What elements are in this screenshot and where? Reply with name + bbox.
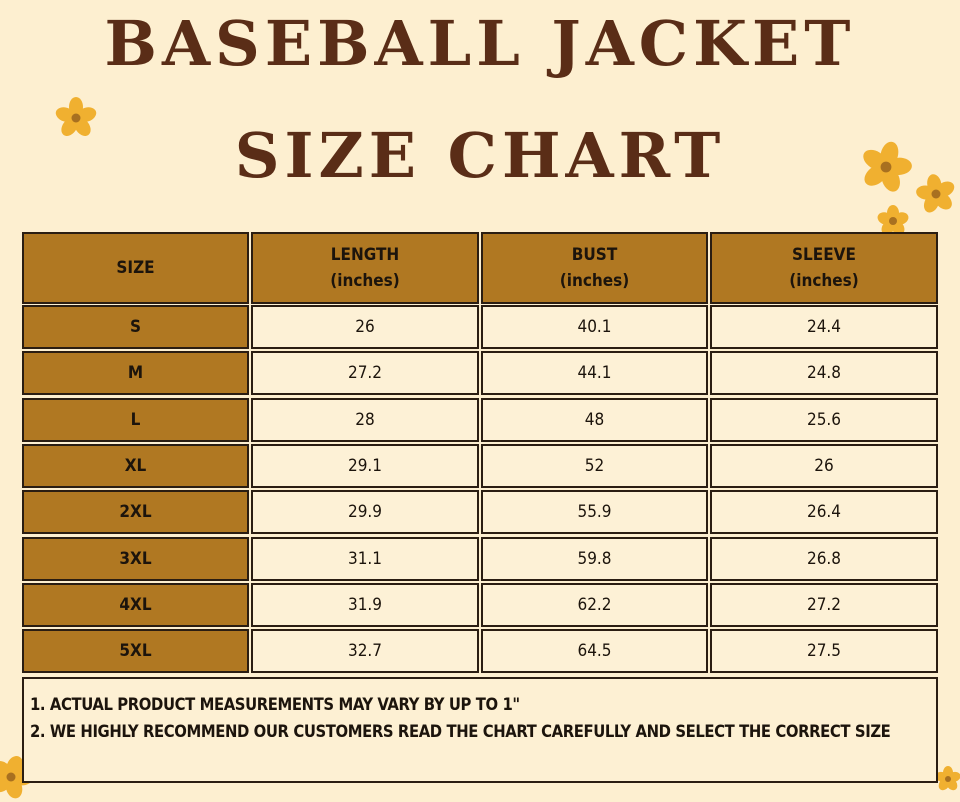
sleeve-cell: 24.8	[710, 351, 938, 395]
column-header-unit: (inches)	[330, 271, 400, 291]
size-label-cell: M	[22, 351, 249, 395]
length-cell: 27.2	[251, 351, 479, 395]
sleeve-cell: 26	[710, 444, 938, 488]
size-label-cell: S	[22, 305, 249, 349]
bust-cell: 44.1	[481, 351, 708, 395]
column-header-label: SLEEVE	[792, 245, 856, 265]
column-header-bust: BUST (inches)	[481, 232, 708, 304]
column-header-label: LENGTH	[330, 245, 400, 265]
bust-cell: 64.5	[481, 629, 708, 673]
flower-icon	[55, 97, 97, 136]
sleeve-cell: 27.5	[710, 629, 938, 673]
size-label-cell: 5XL	[22, 629, 249, 673]
sleeve-cell: 25.6	[710, 398, 938, 442]
bust-cell: 52	[481, 444, 708, 488]
column-header-sleeve: SLEEVE (inches)	[710, 232, 938, 304]
flower-icon	[0, 755, 33, 799]
column-header-unit: (inches)	[789, 271, 859, 291]
sleeve-cell: 26.4	[710, 490, 938, 534]
bust-cell: 40.1	[481, 305, 708, 349]
bust-cell: 59.8	[481, 537, 708, 581]
column-header-size: SIZE	[22, 232, 249, 304]
page-title-line2: SIZE CHART	[234, 119, 726, 192]
bust-cell: 55.9	[481, 490, 708, 534]
length-cell: 29.9	[251, 490, 479, 534]
column-header-label: BUST	[571, 245, 618, 265]
flower-icon	[916, 174, 955, 213]
flower-icon	[935, 766, 960, 791]
length-cell: 31.9	[251, 583, 479, 627]
length-cell: 29.1	[251, 444, 479, 488]
size-label-cell: XL	[22, 444, 249, 488]
length-cell: 32.7	[251, 629, 479, 673]
sleeve-cell: 26.8	[710, 537, 938, 581]
flower-icon	[877, 205, 909, 235]
bust-cell: 62.2	[481, 583, 708, 627]
bust-cell: 48	[481, 398, 708, 442]
length-cell: 28	[251, 398, 479, 442]
sleeve-cell: 27.2	[710, 583, 938, 627]
size-label-cell: 3XL	[22, 537, 249, 581]
page-title-line1: BASEBALL JACKET	[104, 7, 856, 80]
length-cell: 26	[251, 305, 479, 349]
length-cell: 31.1	[251, 537, 479, 581]
column-header-unit: (inches)	[559, 271, 630, 291]
size-label-cell: 2XL	[22, 490, 249, 534]
note-2: 2. WE HIGHLY RECOMMEND OUR CUSTOMERS REA…	[30, 722, 891, 741]
note-1: 1. ACTUAL PRODUCT MEASUREMENTS MAY VARY …	[30, 695, 520, 714]
sleeve-cell: 24.4	[710, 305, 938, 349]
notes-box: 1. ACTUAL PRODUCT MEASUREMENTS MAY VARY …	[22, 677, 938, 783]
flower-icon	[863, 141, 912, 192]
column-header-label: SIZE	[116, 258, 155, 278]
column-header-length: LENGTH (inches)	[251, 232, 479, 304]
size-label-cell: L	[22, 398, 249, 442]
size-label-cell: 4XL	[22, 583, 249, 627]
